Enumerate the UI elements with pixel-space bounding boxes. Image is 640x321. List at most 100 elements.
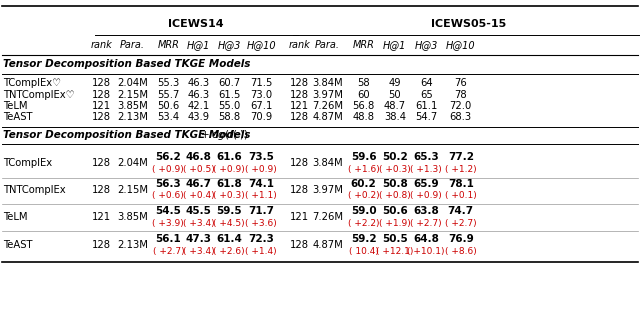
Text: 65.3: 65.3 xyxy=(413,152,439,162)
Text: 50: 50 xyxy=(388,90,401,100)
Text: 46.7: 46.7 xyxy=(186,178,211,189)
Text: 3.97M: 3.97M xyxy=(312,185,343,195)
Text: 2.15M: 2.15M xyxy=(117,185,148,195)
Text: ( +0.6): ( +0.6) xyxy=(152,191,184,200)
Text: 73.0: 73.0 xyxy=(250,90,272,100)
Text: 3.85M: 3.85M xyxy=(117,100,148,111)
Text: 49: 49 xyxy=(388,78,401,89)
Text: Tensor Decomposition Based TKGE Models: Tensor Decomposition Based TKGE Models xyxy=(3,59,251,69)
Text: 72.0: 72.0 xyxy=(450,100,472,111)
Text: 72.3: 72.3 xyxy=(248,234,274,244)
Text: 121: 121 xyxy=(290,100,309,111)
Text: 2.04M: 2.04M xyxy=(117,78,148,89)
Text: ( +0.3): ( +0.3) xyxy=(379,165,411,174)
Text: 55.0: 55.0 xyxy=(218,100,240,111)
Text: 2.04M: 2.04M xyxy=(117,158,148,169)
Text: ( +2.7): ( +2.7) xyxy=(445,219,477,228)
Text: TNTComplEx: TNTComplEx xyxy=(3,185,66,195)
Text: 48.7: 48.7 xyxy=(384,100,406,111)
Text: TeAST: TeAST xyxy=(3,240,33,250)
Text: MRR: MRR xyxy=(157,40,179,50)
Text: ( +3.6): ( +3.6) xyxy=(245,219,277,228)
Text: ( +0.9): ( +0.9) xyxy=(213,165,245,174)
Text: 47.3: 47.3 xyxy=(186,234,211,244)
Text: 65.9: 65.9 xyxy=(413,178,439,189)
Text: TeLM: TeLM xyxy=(3,100,28,111)
Text: 56.1: 56.1 xyxy=(156,234,181,244)
Text: 128: 128 xyxy=(92,90,111,100)
Text: TNTComplEx♡: TNTComplEx♡ xyxy=(3,90,75,100)
Text: 3.85M: 3.85M xyxy=(117,212,148,222)
Text: 3.97M: 3.97M xyxy=(312,90,343,100)
Text: 61.8: 61.8 xyxy=(216,178,242,189)
Text: ( +1.4): ( +1.4) xyxy=(245,247,277,256)
Text: ( +0.1): ( +0.1) xyxy=(445,191,477,200)
Text: 60: 60 xyxy=(357,90,370,100)
Text: 45.5: 45.5 xyxy=(186,206,211,216)
Text: ( +0.9): ( +0.9) xyxy=(410,191,442,200)
Text: 7.26M: 7.26M xyxy=(312,212,343,222)
Text: 128: 128 xyxy=(290,240,309,250)
Text: 128: 128 xyxy=(290,158,309,169)
Text: 58: 58 xyxy=(357,78,370,89)
Text: 70.9: 70.9 xyxy=(250,111,272,122)
Text: 128: 128 xyxy=(290,111,309,122)
Text: ( +2.6): ( +2.6) xyxy=(213,247,245,256)
Text: 38.4: 38.4 xyxy=(384,111,406,122)
Text: 121: 121 xyxy=(290,212,309,222)
Text: ( +2.7): ( +2.7) xyxy=(410,219,442,228)
Text: ( +0.3): ( +0.3) xyxy=(213,191,245,200)
Text: 61.5: 61.5 xyxy=(218,90,240,100)
Text: 2.13M: 2.13M xyxy=(117,111,148,122)
Text: ( 10.4): ( 10.4) xyxy=(349,247,378,256)
Text: ICEWS14: ICEWS14 xyxy=(168,19,224,29)
Text: TeLM: TeLM xyxy=(3,212,28,222)
Text: 46.3: 46.3 xyxy=(188,90,209,100)
Text: 128: 128 xyxy=(92,185,111,195)
Text: 3.84M: 3.84M xyxy=(312,78,343,89)
Text: Para.: Para. xyxy=(315,40,340,50)
Text: 59.0: 59.0 xyxy=(351,206,376,216)
Text: 3.84M: 3.84M xyxy=(312,158,343,169)
Text: ( +3.4): ( +3.4) xyxy=(182,247,214,256)
Text: 128: 128 xyxy=(290,90,309,100)
Text: 68.3: 68.3 xyxy=(450,111,472,122)
Text: 128: 128 xyxy=(92,78,111,89)
Text: 59.6: 59.6 xyxy=(351,152,376,162)
Text: 74.1: 74.1 xyxy=(248,178,274,189)
Text: 56.3: 56.3 xyxy=(156,178,181,189)
Text: ( +10.1): ( +10.1) xyxy=(408,247,445,256)
Text: 2.15M: 2.15M xyxy=(117,90,148,100)
Text: ( +1.1): ( +1.1) xyxy=(245,191,277,200)
Text: 50.6: 50.6 xyxy=(157,100,179,111)
Text: ( +0.9): ( +0.9) xyxy=(245,165,277,174)
Text: ICEWS05-15: ICEWS05-15 xyxy=(431,19,506,29)
Text: 74.7: 74.7 xyxy=(448,206,474,216)
Text: 61.6: 61.6 xyxy=(216,152,242,162)
Text: 121: 121 xyxy=(92,100,111,111)
Text: 46.8: 46.8 xyxy=(186,152,211,162)
Text: H@1: H@1 xyxy=(383,40,406,50)
Text: 71.5: 71.5 xyxy=(250,78,272,89)
Text: TeAST: TeAST xyxy=(3,111,33,122)
Text: ( +1.6): ( +1.6) xyxy=(348,165,380,174)
Text: 54.7: 54.7 xyxy=(415,111,437,122)
Text: 63.8: 63.8 xyxy=(413,206,439,216)
Text: 50.2: 50.2 xyxy=(382,152,408,162)
Text: TComplEx♡: TComplEx♡ xyxy=(3,78,61,89)
Text: ( +4.5): ( +4.5) xyxy=(213,219,245,228)
Text: 50.5: 50.5 xyxy=(382,234,408,244)
Text: TComplEx: TComplEx xyxy=(3,158,52,169)
Text: ( +3.4): ( +3.4) xyxy=(182,219,214,228)
Text: 128: 128 xyxy=(290,185,309,195)
Text: 56.2: 56.2 xyxy=(156,152,181,162)
Text: ( +12.1): ( +12.1) xyxy=(376,247,413,256)
Text: 61.4: 61.4 xyxy=(216,234,242,244)
Text: 58.8: 58.8 xyxy=(218,111,240,122)
Text: 60.2: 60.2 xyxy=(351,178,376,189)
Text: ( +0.5): ( +0.5) xyxy=(182,165,214,174)
Text: 64.8: 64.8 xyxy=(413,234,439,244)
Text: 65: 65 xyxy=(420,90,433,100)
Text: ( +0.4): ( +0.4) xyxy=(182,191,214,200)
Text: H@3: H@3 xyxy=(415,40,438,50)
